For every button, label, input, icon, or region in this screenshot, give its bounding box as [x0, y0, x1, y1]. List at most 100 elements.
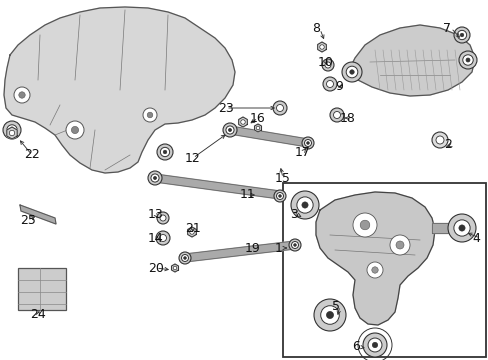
- Text: 5: 5: [331, 300, 339, 312]
- Circle shape: [453, 27, 469, 43]
- Polygon shape: [4, 7, 235, 173]
- Polygon shape: [20, 205, 56, 224]
- Bar: [18, 268, 66, 310]
- Polygon shape: [254, 124, 261, 132]
- Circle shape: [321, 59, 333, 71]
- Circle shape: [160, 147, 169, 157]
- Circle shape: [296, 197, 312, 213]
- Circle shape: [160, 215, 165, 221]
- Circle shape: [371, 267, 377, 273]
- Polygon shape: [315, 192, 434, 325]
- Polygon shape: [154, 174, 280, 199]
- Text: 6: 6: [351, 341, 359, 354]
- Polygon shape: [347, 25, 474, 96]
- Circle shape: [278, 195, 281, 197]
- Circle shape: [301, 202, 307, 208]
- Circle shape: [228, 129, 231, 131]
- Circle shape: [157, 212, 169, 224]
- Circle shape: [371, 342, 377, 348]
- Circle shape: [7, 125, 17, 135]
- Circle shape: [349, 70, 353, 74]
- Circle shape: [447, 214, 475, 242]
- Circle shape: [431, 132, 447, 148]
- Polygon shape: [7, 127, 17, 139]
- Text: 11: 11: [240, 189, 255, 202]
- Circle shape: [173, 266, 177, 270]
- Text: 21: 21: [184, 221, 201, 234]
- Text: 10: 10: [317, 55, 333, 68]
- Circle shape: [288, 239, 301, 251]
- Circle shape: [225, 126, 234, 134]
- Text: 4: 4: [471, 231, 479, 244]
- Circle shape: [66, 121, 84, 139]
- Polygon shape: [184, 241, 295, 262]
- Text: 1: 1: [274, 242, 282, 255]
- Circle shape: [367, 338, 381, 352]
- Circle shape: [14, 87, 30, 103]
- Circle shape: [157, 144, 173, 160]
- Polygon shape: [171, 264, 178, 272]
- Circle shape: [291, 242, 298, 248]
- Text: 19: 19: [244, 242, 260, 255]
- Circle shape: [9, 130, 15, 136]
- Circle shape: [181, 255, 188, 261]
- Polygon shape: [431, 223, 447, 233]
- Circle shape: [163, 150, 166, 154]
- Circle shape: [183, 257, 186, 259]
- Circle shape: [276, 104, 283, 112]
- Circle shape: [366, 262, 382, 278]
- Circle shape: [458, 225, 464, 231]
- Circle shape: [320, 306, 339, 324]
- Circle shape: [293, 244, 296, 246]
- Circle shape: [453, 220, 469, 236]
- Circle shape: [148, 171, 162, 185]
- Text: 14: 14: [148, 231, 163, 244]
- Circle shape: [458, 51, 476, 69]
- Circle shape: [465, 58, 469, 62]
- Polygon shape: [238, 117, 247, 127]
- Circle shape: [272, 101, 286, 115]
- Text: 17: 17: [294, 145, 310, 158]
- Circle shape: [153, 176, 156, 180]
- Text: 16: 16: [249, 112, 265, 125]
- Text: 8: 8: [311, 22, 319, 36]
- Circle shape: [352, 213, 376, 237]
- Circle shape: [395, 241, 403, 249]
- Circle shape: [329, 108, 343, 122]
- Circle shape: [71, 126, 79, 134]
- Circle shape: [462, 55, 472, 65]
- Circle shape: [360, 220, 369, 230]
- Circle shape: [362, 333, 386, 357]
- Circle shape: [142, 108, 157, 122]
- Text: 25: 25: [20, 213, 36, 226]
- Circle shape: [3, 121, 21, 139]
- Circle shape: [276, 193, 283, 199]
- Circle shape: [256, 126, 259, 130]
- Circle shape: [159, 234, 166, 242]
- Circle shape: [179, 252, 191, 264]
- Text: 9: 9: [334, 80, 342, 93]
- Text: 24: 24: [30, 309, 46, 321]
- Circle shape: [306, 142, 309, 144]
- Circle shape: [19, 92, 25, 98]
- Circle shape: [459, 33, 463, 37]
- Text: 3: 3: [289, 208, 297, 221]
- Circle shape: [151, 174, 159, 182]
- Circle shape: [333, 112, 340, 118]
- Text: 7: 7: [442, 22, 450, 35]
- Circle shape: [323, 77, 336, 91]
- Circle shape: [313, 299, 346, 331]
- Polygon shape: [187, 227, 196, 237]
- Text: 23: 23: [218, 102, 233, 114]
- Circle shape: [341, 62, 361, 82]
- Polygon shape: [317, 42, 325, 52]
- Text: 2: 2: [443, 139, 451, 152]
- Text: 22: 22: [24, 148, 40, 162]
- Bar: [283, 183, 485, 357]
- Circle shape: [156, 231, 170, 245]
- Circle shape: [304, 140, 311, 147]
- Text: 12: 12: [184, 152, 201, 165]
- Text: 13: 13: [148, 208, 163, 221]
- Circle shape: [456, 30, 466, 40]
- Circle shape: [319, 45, 324, 49]
